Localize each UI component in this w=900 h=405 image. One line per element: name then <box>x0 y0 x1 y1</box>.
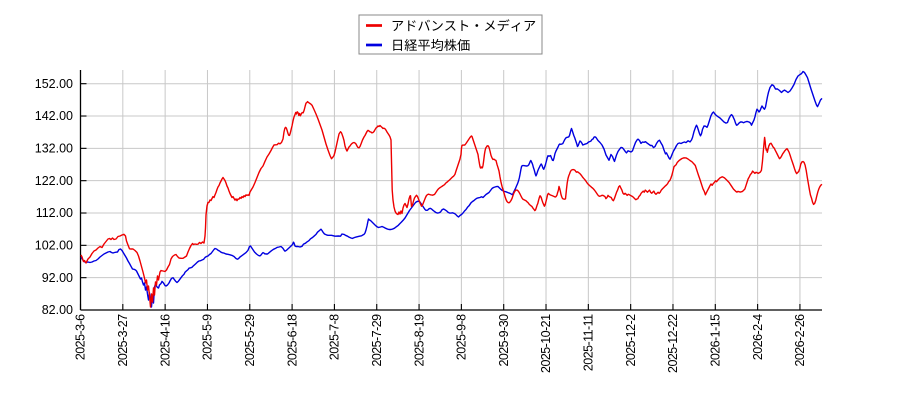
svg-text:102.00: 102.00 <box>35 239 73 253</box>
svg-text:82.00: 82.00 <box>42 303 73 317</box>
svg-text:152.00: 152.00 <box>35 77 73 91</box>
svg-text:2025-9-8: 2025-9-8 <box>455 314 469 360</box>
svg-text:2025-3-27: 2025-3-27 <box>116 314 130 367</box>
svg-text:2025-3-6: 2025-3-6 <box>74 314 88 360</box>
svg-text:2025-7-29: 2025-7-29 <box>370 314 384 367</box>
svg-text:2025-11-11: 2025-11-11 <box>582 314 596 371</box>
svg-text:142.00: 142.00 <box>35 109 73 123</box>
svg-text:2025-7-8: 2025-7-8 <box>328 314 342 360</box>
svg-text:92.00: 92.00 <box>42 271 73 285</box>
svg-text:2026-1-15: 2026-1-15 <box>709 314 723 367</box>
svg-text:2025-5-29: 2025-5-29 <box>243 314 257 367</box>
svg-text:112.00: 112.00 <box>36 206 73 220</box>
svg-text:2025-8-19: 2025-8-19 <box>412 314 426 367</box>
svg-text:122.00: 122.00 <box>35 174 73 188</box>
svg-text:2025-10-21: 2025-10-21 <box>539 314 553 373</box>
svg-text:2025-12-22: 2025-12-22 <box>666 314 680 373</box>
svg-text:2026-2-4: 2026-2-4 <box>751 314 765 360</box>
svg-text:2026-2-26: 2026-2-26 <box>793 314 807 367</box>
svg-text:132.00: 132.00 <box>35 142 73 156</box>
svg-text:2025-6-18: 2025-6-18 <box>285 314 299 367</box>
svg-text:2025-4-16: 2025-4-16 <box>158 314 172 367</box>
svg-text:2025-5-9: 2025-5-9 <box>201 314 215 360</box>
svg-text:2025-12-2: 2025-12-2 <box>624 314 638 367</box>
svg-text:2025-9-30: 2025-9-30 <box>497 314 511 367</box>
